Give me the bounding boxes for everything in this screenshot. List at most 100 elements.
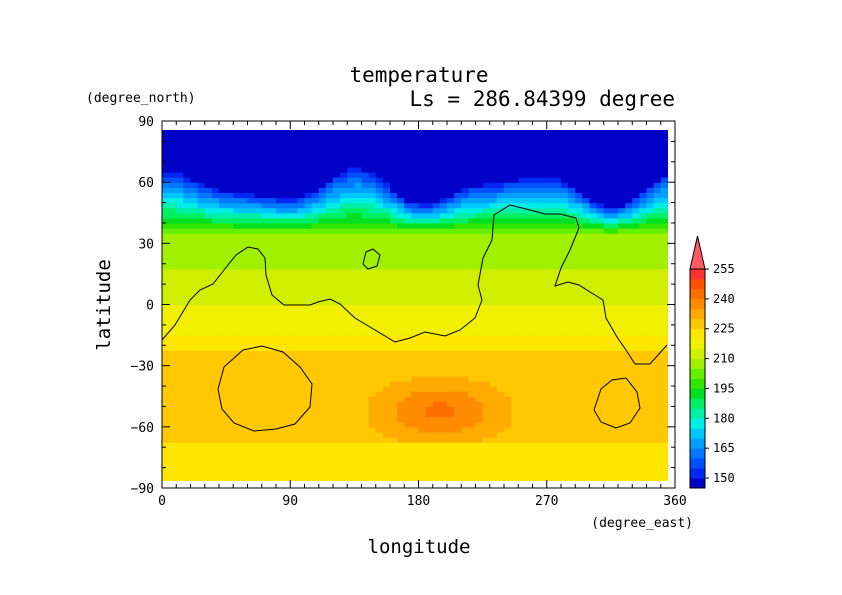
heatmap-cell [582,192,591,199]
heatmap-cell [183,279,192,285]
heatmap-cell [639,309,648,316]
heatmap-cell [468,431,477,438]
heatmap-cell [211,396,220,402]
heatmap-cell [290,177,298,183]
heatmap-cell [632,457,640,464]
heatmap-cell [553,187,562,193]
heatmap-cell [489,421,498,428]
heatmap-cell [169,177,177,183]
heatmap-cell [596,477,605,481]
heatmap-cell [162,136,170,142]
heatmap-cell [340,329,348,336]
heatmap-cell [311,284,320,290]
heatmap-cell [311,329,320,336]
heatmap-cell [518,375,526,382]
heatmap-cell [568,319,576,326]
heatmap-cell [190,360,199,367]
heatmap-cell [610,182,619,188]
heatmap-cell [504,319,512,326]
heatmap-cell [575,421,583,428]
heatmap-cell [404,177,412,183]
heatmap-cell [447,136,455,142]
heatmap-cell [432,212,441,219]
heatmap-cell [610,462,619,469]
heatmap-cell [382,335,391,341]
heatmap-cell [375,365,384,372]
heatmap-cell [639,279,648,285]
heatmap-cell [226,233,234,239]
heatmap-cell [190,350,199,357]
heatmap-cell [639,472,648,479]
heatmap-cell [226,238,234,244]
heatmap-cell [290,263,298,270]
heatmap-cell [183,472,192,479]
heatmap-cell [553,146,562,153]
heatmap-cell [325,477,334,481]
heatmap-cell [447,161,455,168]
heatmap-cell [233,329,241,336]
heatmap-cell [596,442,605,448]
heatmap-cell [368,279,377,285]
heatmap-cell [390,442,398,448]
heatmap-cell [247,243,256,250]
heatmap-cell [489,156,498,163]
heatmap-cell [290,477,298,481]
heatmap-cell [354,462,363,469]
heatmap-cell [183,396,192,402]
heatmap-cell [525,207,534,214]
heatmap-cell [190,437,199,443]
heatmap-cell [304,243,313,250]
heatmap-cell [382,457,391,464]
heatmap-cell [233,284,241,290]
heatmap-cell [425,177,434,183]
heatmap-cell [183,437,192,443]
heatmap-cell [603,289,612,295]
heatmap-cell [290,319,298,326]
heatmap-cell [311,365,320,372]
heatmap-cell [297,182,306,188]
heatmap-cell [226,350,234,357]
heatmap-cell [532,370,541,377]
heatmap-cell [489,207,498,214]
heatmap-cell [603,401,612,408]
heatmap-cell [283,477,291,481]
heatmap-cell [204,228,213,234]
heatmap-cell [525,391,534,397]
heatmap-cell [169,472,177,479]
heatmap-cell [361,340,370,346]
heatmap-cell [511,304,519,311]
heatmap-cell [183,187,192,193]
heatmap-cell [447,207,455,214]
heatmap-cell [176,396,184,402]
heatmap-cell [568,401,576,408]
heatmap-cell [368,319,377,326]
heatmap-cell [660,187,668,193]
heatmap-cell [439,426,448,433]
heatmap-cell [482,202,491,209]
heatmap-cell [219,161,227,168]
heatmap-cell [539,457,548,464]
heatmap-cell [318,431,327,438]
heatmap-cell [447,447,455,453]
heatmap-cell [368,222,377,229]
heatmap-cell [575,299,583,306]
heatmap-cell [418,442,427,448]
heatmap-cell [340,156,348,163]
heatmap-cell [418,161,427,168]
heatmap-cell [553,233,562,239]
heatmap-cell [461,141,469,148]
heatmap-cell [532,263,541,270]
heatmap-cell [432,279,441,285]
heatmap-cell [404,192,412,199]
heatmap-cell [632,136,640,142]
heatmap-cell [368,136,377,142]
heatmap-cell [368,452,377,459]
heatmap-cell [354,192,363,199]
heatmap-cell [354,294,363,301]
heatmap-cell [432,329,441,336]
heatmap-cell [247,161,256,168]
heatmap-cell [461,284,469,290]
heatmap-cell [468,228,477,234]
heatmap-cell [169,289,177,295]
heatmap-cell [639,253,648,260]
